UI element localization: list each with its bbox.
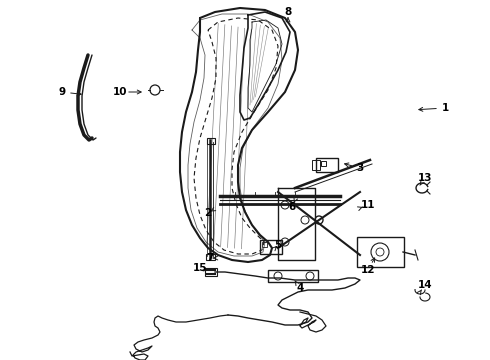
Bar	[268, 270, 318, 282]
Text: 11: 11	[361, 200, 375, 210]
Text: 15: 15	[193, 263, 207, 273]
Bar	[312, 160, 320, 170]
Text: 13: 13	[418, 173, 432, 183]
Text: 6: 6	[289, 202, 295, 212]
Text: 10: 10	[113, 87, 127, 97]
Text: 3: 3	[356, 163, 364, 173]
Text: 7: 7	[206, 253, 214, 263]
Bar	[205, 268, 217, 276]
Text: 1: 1	[441, 103, 449, 113]
Text: 8: 8	[284, 7, 292, 17]
Bar	[260, 240, 282, 254]
Text: 12: 12	[361, 265, 375, 275]
Text: 9: 9	[58, 87, 66, 97]
Text: 5: 5	[274, 240, 282, 250]
Text: 14: 14	[417, 280, 432, 290]
Bar	[262, 242, 267, 247]
Text: 2: 2	[204, 208, 212, 218]
Bar	[316, 158, 338, 172]
Circle shape	[315, 216, 323, 224]
Text: 4: 4	[296, 283, 304, 293]
Bar	[321, 161, 326, 166]
